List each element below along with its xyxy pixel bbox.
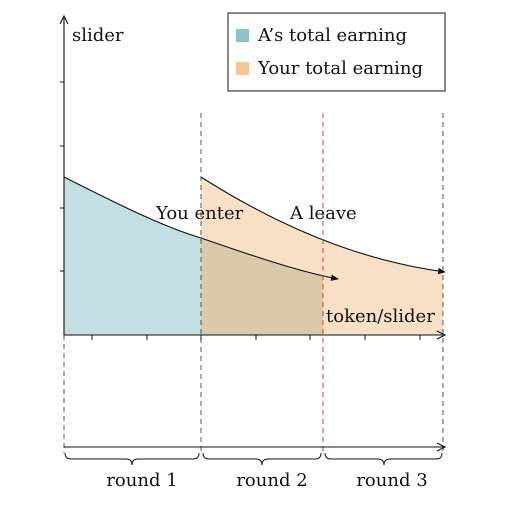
your-earning-curve	[200, 176, 446, 275]
round-3-label: round 3	[356, 470, 427, 491]
you-enter-label: You enter	[155, 203, 244, 224]
round1-brace	[64, 452, 200, 466]
a-earning-curve	[63, 176, 339, 281]
x-ticks	[91, 335, 421, 340]
a-earning-region	[64, 177, 201, 335]
round3-brace	[324, 452, 443, 466]
y-ticks	[60, 81, 64, 272]
legend-box	[227, 12, 446, 92]
x-axis-label: token/slider	[326, 306, 435, 327]
legend-label-you: Your total earning	[257, 58, 423, 79]
legend-label-a: A’s total earning	[257, 25, 407, 46]
round-1-label: round 1	[106, 470, 177, 491]
legend-swatch-a	[236, 29, 249, 42]
round-2-label: round 2	[236, 470, 307, 491]
y-axis-arrow	[59, 14, 69, 25]
overlap-region	[201, 238, 323, 335]
legend: A’s total earning Your total earning	[227, 12, 446, 92]
timeline-arrow	[436, 442, 447, 452]
legend-swatch-you	[236, 62, 249, 75]
x-axis-arrow	[436, 330, 447, 340]
round2-brace	[202, 452, 322, 466]
a-leave-label: A leave	[289, 203, 357, 224]
y-axis-label: slider	[72, 25, 124, 46]
